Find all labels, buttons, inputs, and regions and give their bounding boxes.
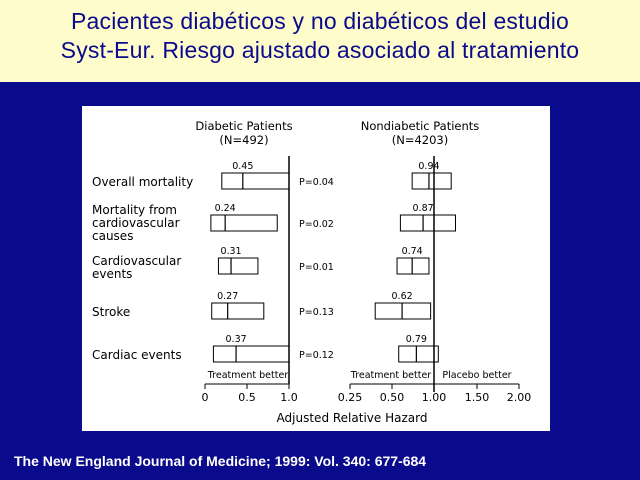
nondiabetic-estimate-label: 0.62 bbox=[392, 291, 413, 302]
nondiabetic-ci-box bbox=[398, 345, 439, 363]
nondiabetic-estimate-label: 0.94 bbox=[418, 161, 439, 172]
nondiabetic-estimate-label: 0.87 bbox=[413, 203, 434, 214]
p-value: P=0.12 bbox=[299, 350, 334, 361]
diabetic-ci-box bbox=[221, 172, 290, 190]
outcome-label: Mortality from bbox=[92, 203, 177, 217]
diabetic-axis-tick-label: 0 bbox=[202, 391, 209, 404]
nondiabetic-axis-tick-label: 0.50 bbox=[380, 391, 405, 404]
group-n: (N=492) bbox=[219, 133, 268, 147]
diabetic-axis-tick-label: 0.5 bbox=[238, 391, 256, 404]
group-title: Diabetic Patients bbox=[195, 119, 292, 133]
source-citation: The New England Journal of Medicine; 199… bbox=[14, 453, 427, 469]
outcome-label: causes bbox=[92, 229, 133, 243]
outcome-label: cardiovascular bbox=[92, 216, 180, 230]
outcome-label: events bbox=[92, 267, 132, 281]
placebo-better-label: Placebo better bbox=[442, 370, 511, 381]
nondiabetic-axis-tick-label: 0.25 bbox=[338, 391, 363, 404]
outcome-label: Cardiovascular bbox=[92, 254, 181, 268]
nondiabetic-ci-box bbox=[411, 172, 452, 190]
outcome-label: Cardiac events bbox=[92, 348, 182, 362]
diabetic-axis-tick-label: 1.0 bbox=[280, 391, 298, 404]
forest-plot: Diabetic Patients(N=492) Nondiabetic Pati… bbox=[92, 119, 532, 425]
diabetic-estimate-label: 0.27 bbox=[217, 291, 238, 302]
nondiabetic-treatment-better-label: Treatment better bbox=[350, 370, 432, 381]
diabetic-estimate-label: 0.45 bbox=[232, 161, 253, 172]
title-band: Pacientes diabéticos y no diabéticos del… bbox=[0, 0, 640, 82]
diabetic-ci-box bbox=[217, 257, 259, 275]
diabetic-estimate-label: 0.37 bbox=[226, 334, 247, 345]
p-value: P=0.01 bbox=[299, 262, 334, 273]
x-axis-label: Adjusted Relative Hazard bbox=[277, 411, 428, 425]
nondiabetic-axis-tick-label: 2.00 bbox=[507, 391, 532, 404]
outcome-label: Stroke bbox=[92, 305, 130, 319]
slide-title-line-1: Pacientes diabéticos y no diabéticos del… bbox=[70, 8, 570, 34]
diabetic-ci-box bbox=[211, 302, 265, 320]
group-title: Nondiabetic Patients bbox=[361, 119, 480, 133]
outcome-label: Overall mortality bbox=[92, 175, 193, 189]
diabetic-ci-box bbox=[210, 214, 278, 232]
diabetic-ci-box bbox=[212, 345, 290, 363]
nondiabetic-estimate-label: 0.74 bbox=[402, 246, 423, 257]
chart-panel: Diabetic Patients (N=492) Nondiabetic Pati… bbox=[82, 106, 550, 431]
diabetic-estimate-label: 0.24 bbox=[215, 203, 236, 214]
p-value: P=0.02 bbox=[299, 219, 334, 230]
nondiabetic-ci-box bbox=[374, 302, 432, 320]
nondiabetic-ci-box bbox=[399, 214, 456, 232]
nondiabetic-axis-tick-label: 1.50 bbox=[465, 391, 490, 404]
group-n: (N=4203) bbox=[392, 133, 448, 147]
nondiabetic-estimate-label: 0.79 bbox=[406, 334, 427, 345]
diabetic-treatment-better-label: Treatment better bbox=[207, 370, 289, 381]
p-value: P=0.04 bbox=[299, 177, 334, 188]
p-value: P=0.13 bbox=[299, 307, 334, 318]
nondiabetic-axis-tick-label: 1.00 bbox=[422, 391, 447, 404]
nondiabetic-ci-box bbox=[396, 257, 430, 275]
slide-title-line-2: Syst-Eur. Riesgo ajustado asociado al tr… bbox=[60, 37, 580, 63]
diabetic-estimate-label: 0.31 bbox=[220, 246, 241, 257]
